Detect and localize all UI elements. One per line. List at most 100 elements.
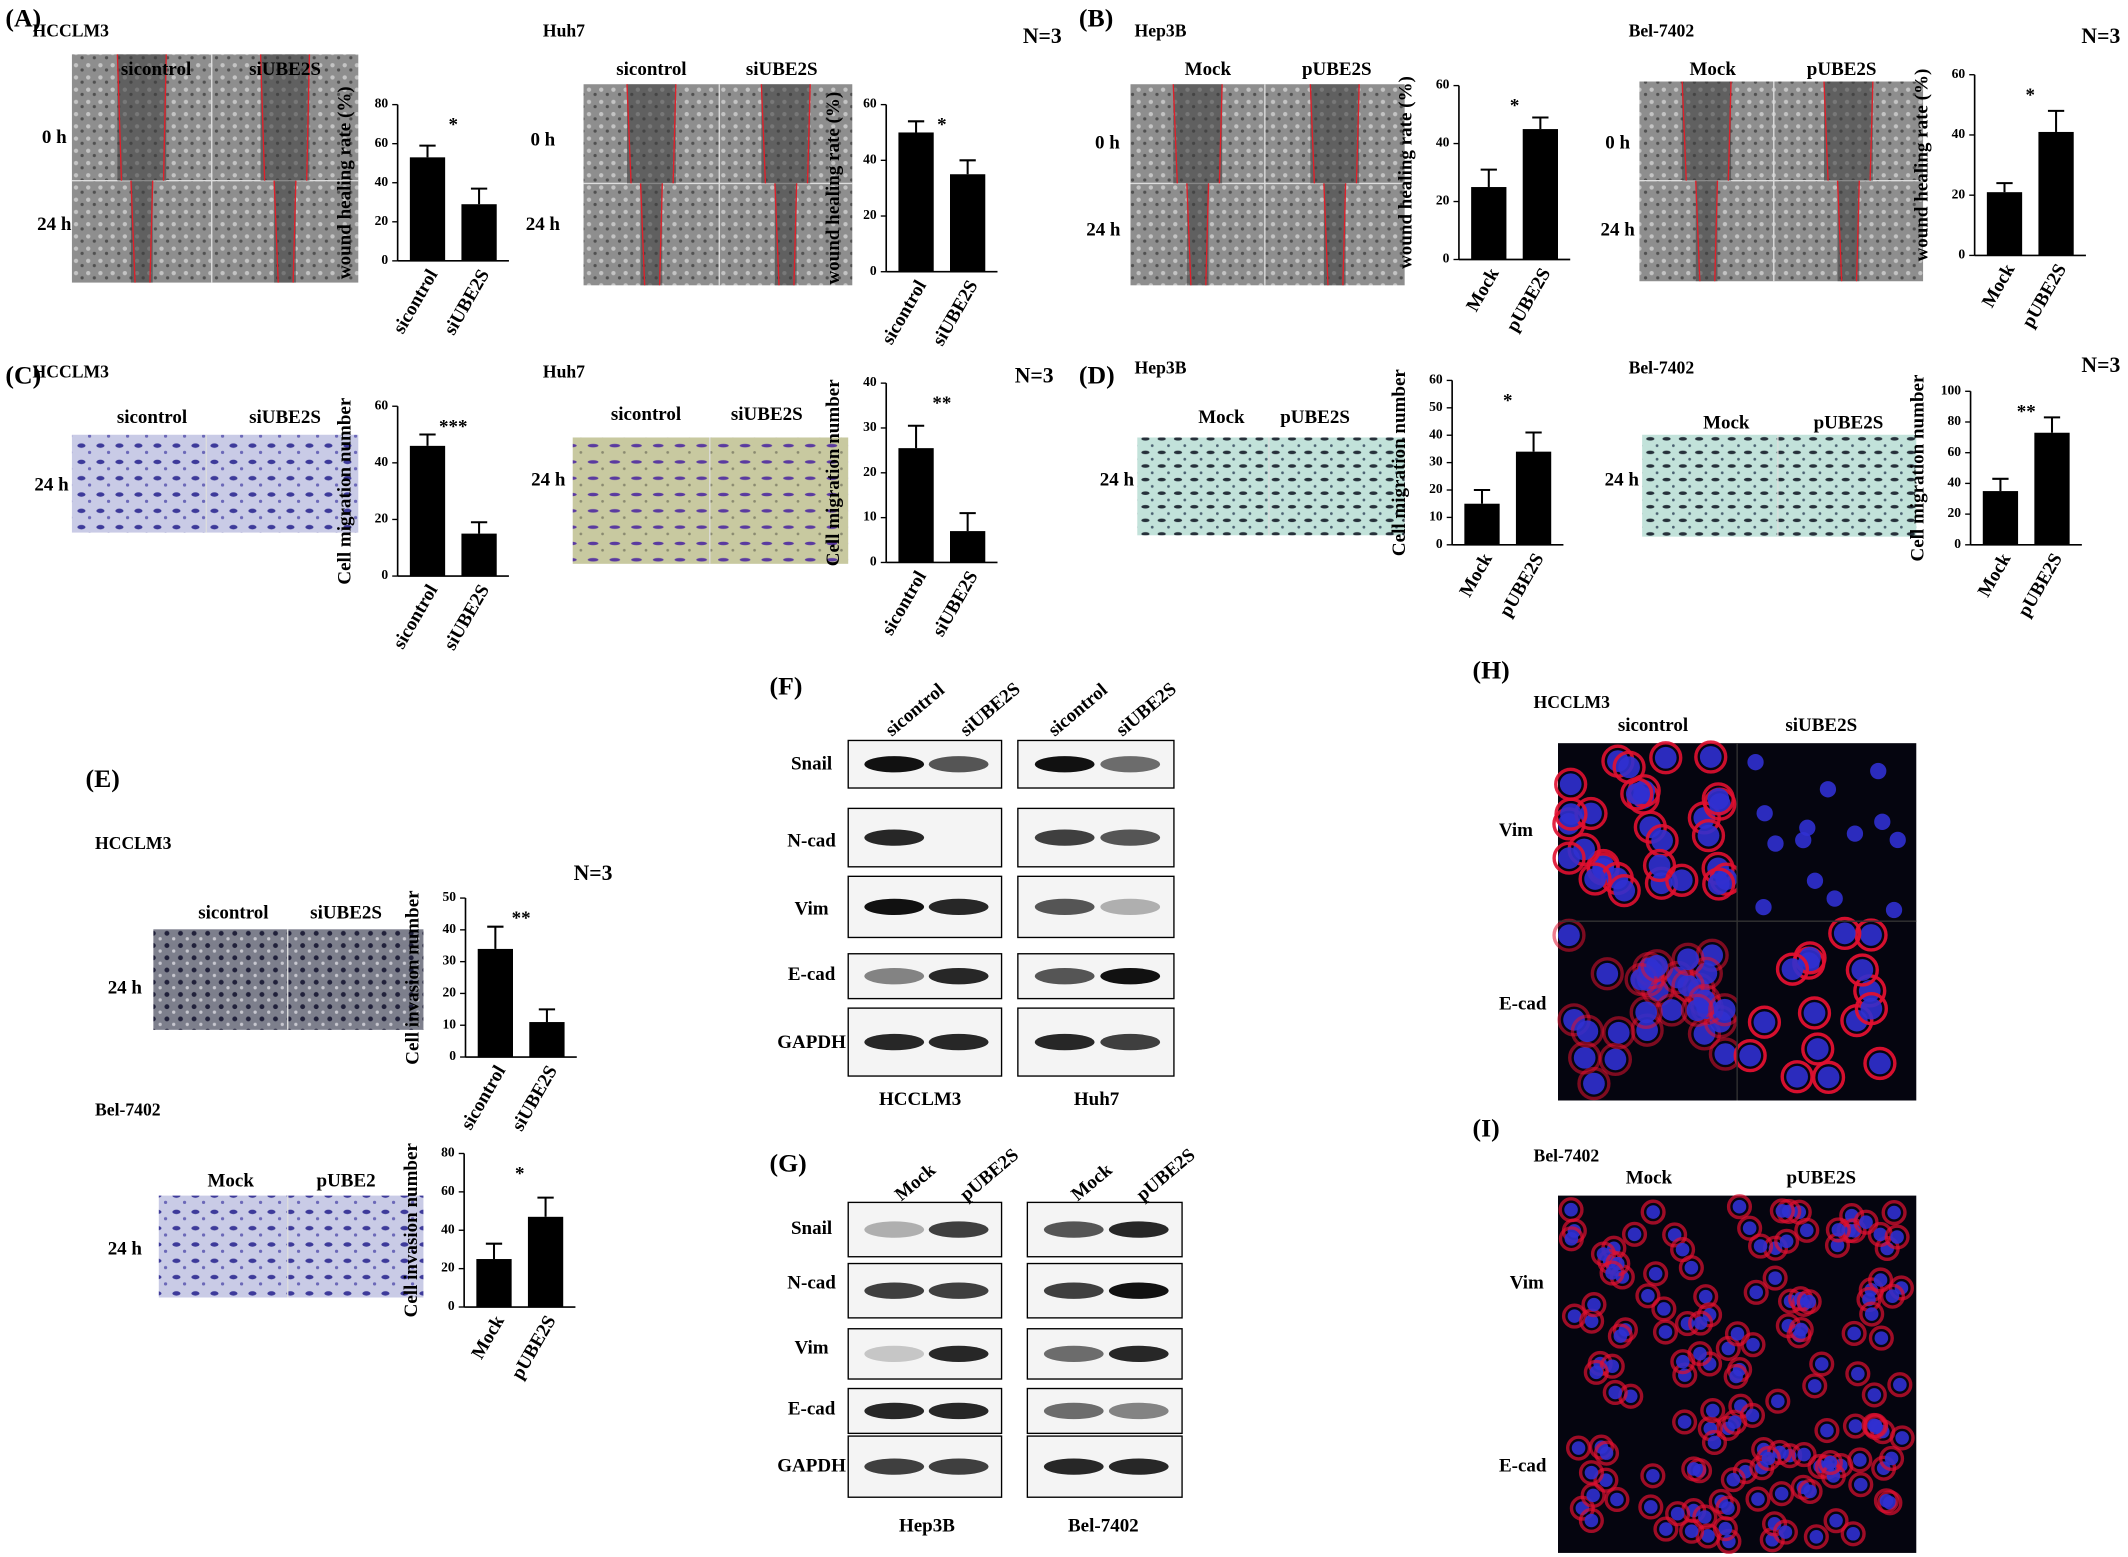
stain-label: Vim bbox=[1499, 820, 1533, 841]
blot-band bbox=[1100, 898, 1161, 916]
cell-stain bbox=[1578, 1507, 1604, 1534]
fluorescence-image bbox=[1737, 743, 1917, 922]
nucleus bbox=[1605, 1266, 1619, 1280]
y-tick-label: 20 bbox=[375, 213, 389, 228]
nucleus bbox=[1848, 1419, 1863, 1433]
cell-line: Huh7 bbox=[543, 362, 585, 382]
nucleus bbox=[1596, 1247, 1611, 1261]
panel-label: (A) bbox=[5, 3, 41, 32]
nucleus bbox=[1779, 1234, 1794, 1249]
time-label: 24 h bbox=[1605, 469, 1640, 490]
cell-stain bbox=[1649, 741, 1683, 775]
wound-edge bbox=[1695, 180, 1701, 282]
x-tick-label: pUBE2S bbox=[507, 1312, 560, 1383]
bar bbox=[461, 204, 497, 261]
nucleus bbox=[1753, 1239, 1768, 1253]
cell-stain bbox=[1887, 1372, 1913, 1398]
cell-stain bbox=[1629, 995, 1663, 1029]
nucleus bbox=[1781, 958, 1804, 981]
cell-stain bbox=[1680, 993, 1714, 1027]
cell-stain bbox=[1797, 1478, 1823, 1505]
y-tick-label: 40 bbox=[441, 1221, 455, 1236]
wound-edge bbox=[1309, 84, 1316, 184]
y-tick-label: 100 bbox=[1941, 382, 1962, 397]
y-axis-label: Cell invasion number bbox=[401, 1143, 422, 1318]
nucleus bbox=[1726, 1472, 1741, 1487]
cell-stain bbox=[1640, 949, 1674, 983]
condition: pUBE2S bbox=[1786, 1168, 1856, 1189]
time-label: 24 h bbox=[37, 214, 72, 235]
nucleus bbox=[1895, 1431, 1909, 1445]
condition: siUBE2S bbox=[310, 903, 382, 924]
cell-stain bbox=[1701, 1429, 1728, 1456]
cell-line: Hep3B bbox=[899, 1515, 955, 1536]
cell-stain bbox=[1863, 1046, 1897, 1081]
blot-band bbox=[928, 1033, 989, 1051]
nucleus bbox=[1657, 1302, 1671, 1316]
x-tick-label: Mock bbox=[468, 1312, 510, 1363]
bar bbox=[1471, 187, 1507, 260]
bar bbox=[476, 1259, 512, 1308]
cell-line: Bel-7402 bbox=[1068, 1515, 1139, 1536]
y-tick-label: 40 bbox=[1952, 126, 1966, 141]
nucleus bbox=[1718, 1521, 1733, 1536]
cell-stain bbox=[1796, 1289, 1822, 1315]
wound-edge bbox=[793, 183, 798, 286]
wound-edge bbox=[149, 180, 154, 283]
cell-stain bbox=[1854, 918, 1888, 952]
y-tick-label: 0 bbox=[1958, 247, 1965, 262]
cell-stain bbox=[1638, 1494, 1664, 1520]
panel-label: (E) bbox=[86, 764, 120, 793]
cell-stain bbox=[1620, 777, 1654, 811]
significance: *** bbox=[439, 416, 467, 437]
nucleus bbox=[1806, 872, 1824, 889]
cell-stain bbox=[1715, 1495, 1741, 1521]
time-label: 24 h bbox=[34, 475, 69, 496]
cell-stain bbox=[1868, 1325, 1894, 1351]
micrograph bbox=[1137, 437, 1405, 536]
cell-stain bbox=[1695, 1523, 1721, 1549]
nucleus bbox=[1676, 1354, 1690, 1369]
cell-stain bbox=[1671, 942, 1705, 976]
nucleus bbox=[1659, 1522, 1673, 1536]
y-tick-label: 60 bbox=[1429, 372, 1443, 387]
wound-gap bbox=[1186, 183, 1209, 286]
cell-stain bbox=[1687, 1341, 1713, 1367]
y-tick-label: 0 bbox=[1436, 536, 1443, 551]
nucleus bbox=[1613, 1329, 1628, 1343]
y-axis-label: wound healing rate (%) bbox=[1911, 69, 1932, 262]
blot-row: E-cad bbox=[788, 1399, 836, 1420]
significance: * bbox=[449, 115, 458, 136]
nucleus bbox=[1786, 1065, 1808, 1088]
blot-band bbox=[1108, 1345, 1169, 1363]
wound-gap bbox=[1824, 81, 1873, 181]
nucleus bbox=[1589, 1365, 1604, 1380]
nucleus bbox=[1559, 773, 1582, 796]
y-tick-label: 60 bbox=[1948, 444, 1962, 459]
bar bbox=[950, 531, 986, 563]
wound-gap bbox=[627, 84, 676, 184]
nucleus bbox=[1571, 1441, 1586, 1455]
cell-stain bbox=[1598, 1042, 1633, 1077]
wound-edge bbox=[760, 84, 767, 184]
nucleus bbox=[1831, 1223, 1846, 1237]
condition: siUBE2S bbox=[731, 404, 803, 425]
cell-stain bbox=[1780, 1060, 1814, 1094]
bar bbox=[1986, 192, 2023, 256]
nucleus bbox=[1753, 1011, 1776, 1034]
cell-line: Bel-7402 bbox=[1534, 1146, 1600, 1166]
blot-band bbox=[1043, 1345, 1104, 1363]
nucleus bbox=[1859, 1215, 1873, 1229]
y-tick-label: 20 bbox=[1948, 505, 1962, 520]
y-tick-label: 30 bbox=[1429, 454, 1443, 469]
blot-band bbox=[1108, 1282, 1169, 1299]
cell-stain bbox=[1602, 1379, 1628, 1406]
blot-band bbox=[1100, 968, 1161, 985]
y-tick-label: 50 bbox=[442, 889, 456, 904]
bar bbox=[1464, 503, 1500, 545]
wound-edge bbox=[273, 180, 279, 283]
wound-edge bbox=[1186, 183, 1192, 286]
nucleus bbox=[1732, 1199, 1747, 1214]
nucleus bbox=[1799, 819, 1816, 836]
